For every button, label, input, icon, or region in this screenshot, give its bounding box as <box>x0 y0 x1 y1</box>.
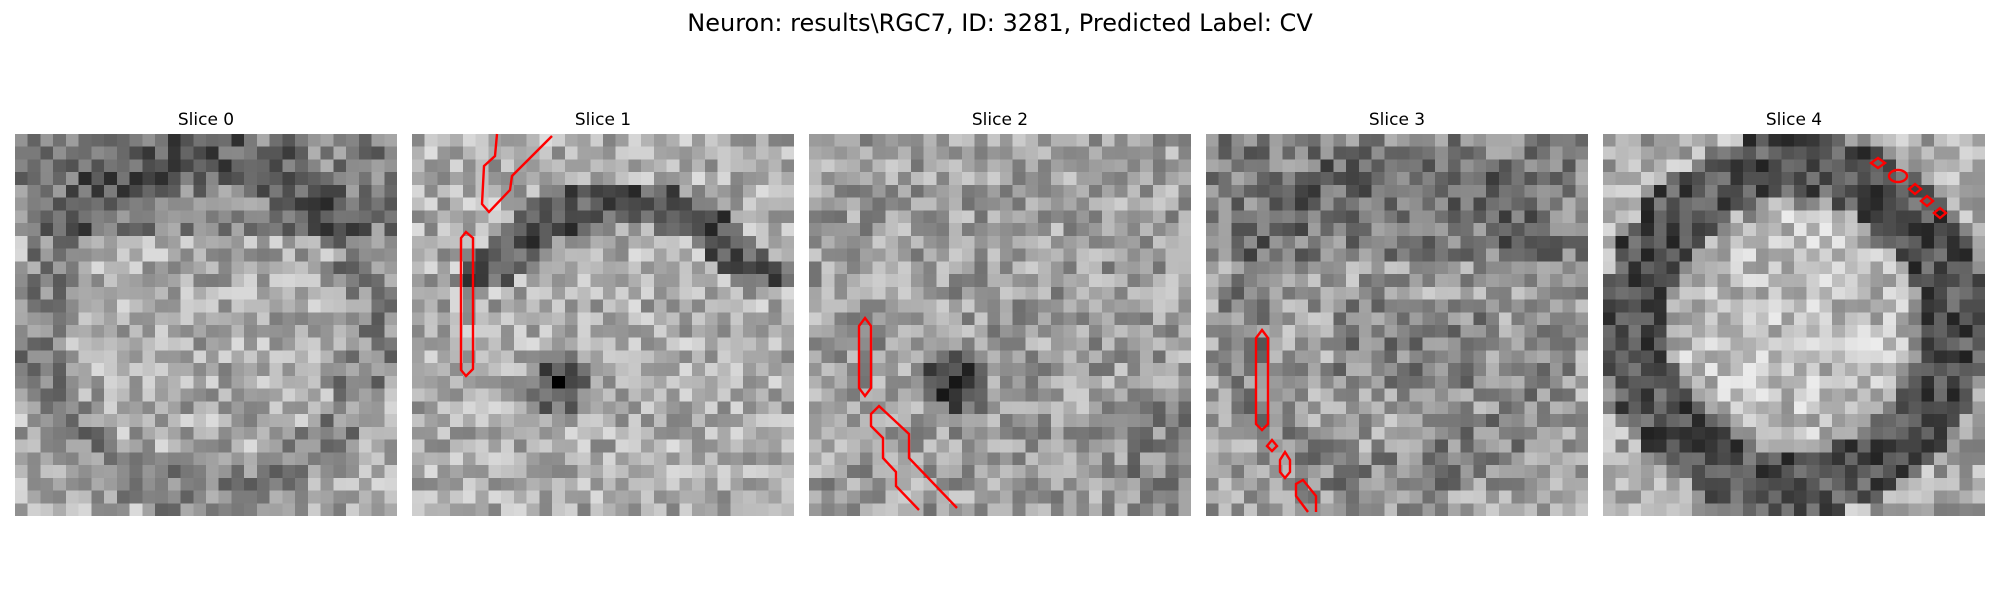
slice-panel-2: Slice 2 <box>809 110 1191 516</box>
slice-image-4 <box>1603 134 1985 516</box>
slice-title-4: Slice 4 <box>1765 110 1823 130</box>
slice-title-2: Slice 2 <box>971 110 1029 130</box>
contour-segment <box>1265 438 1279 453</box>
slice-panel-3: Slice 3 <box>1206 110 1588 516</box>
contour-line <box>869 404 958 511</box>
contour-overlay <box>15 134 397 516</box>
contour-overlay <box>1868 156 1948 220</box>
contour-segment <box>459 230 475 378</box>
contour-overlay <box>1254 328 1318 513</box>
slice-panel-1: Slice 1 <box>412 110 794 516</box>
slice-title-1: Slice 1 <box>574 110 632 130</box>
contour-segment <box>1278 449 1292 480</box>
slice-panel-0: Slice 0 <box>15 110 397 516</box>
contour-segment <box>1907 182 1923 196</box>
grayscale-image <box>15 134 397 516</box>
contour-segment <box>857 316 873 398</box>
grayscale-image <box>809 134 1191 516</box>
figure-title: Neuron: results\RGC7, ID: 3281, Predicte… <box>687 9 1313 37</box>
slice-panel-4: Slice 4 <box>1603 110 1985 516</box>
contour-line <box>480 133 553 214</box>
slice-title-0: Slice 0 <box>177 110 235 130</box>
contour-segment <box>1254 328 1270 432</box>
slice-image-3 <box>1206 134 1588 516</box>
contour-segment <box>1932 206 1948 220</box>
contour-segment <box>1887 168 1909 184</box>
contour-segment <box>1868 156 1888 170</box>
slice-image-0 <box>15 134 397 516</box>
contour-line <box>1294 478 1318 513</box>
grayscale-image <box>1206 134 1588 516</box>
grayscale-image <box>412 134 794 516</box>
grayscale-image <box>1603 134 1985 516</box>
contour-overlay <box>857 316 958 511</box>
slice-image-2 <box>809 134 1191 516</box>
contour-segment <box>1919 194 1935 208</box>
slice-title-3: Slice 3 <box>1368 110 1426 130</box>
slice-image-1 <box>412 133 794 516</box>
contour-overlay <box>459 133 553 378</box>
